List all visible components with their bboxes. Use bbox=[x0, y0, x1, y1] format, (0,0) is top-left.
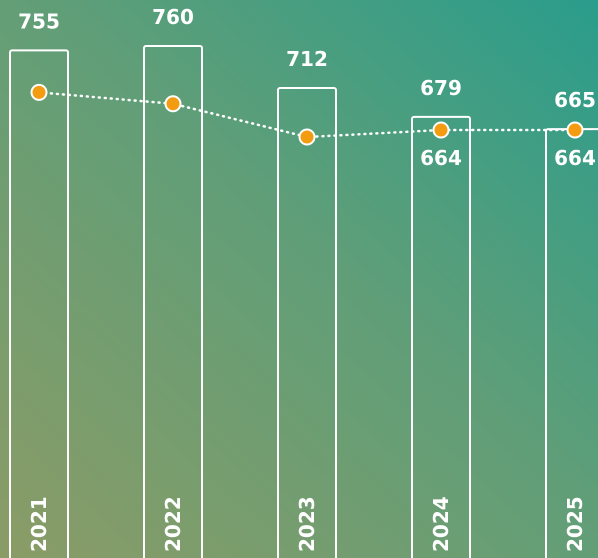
line-point bbox=[164, 95, 182, 113]
bar-value-label: 755 bbox=[18, 9, 60, 33]
x-tick-label: 2022 bbox=[161, 496, 185, 552]
x-tick-label: 2021 bbox=[27, 496, 51, 552]
x-tick-label: 2025 bbox=[563, 496, 587, 552]
bar-value-label: 712 bbox=[286, 47, 328, 71]
line-point bbox=[566, 121, 584, 139]
x-tick-label: 2024 bbox=[429, 496, 453, 552]
x-tick-label: 2023 bbox=[295, 496, 319, 552]
bar-value-label: 665 bbox=[554, 88, 596, 112]
line-point bbox=[432, 121, 450, 139]
bar-value-label: 760 bbox=[152, 5, 194, 29]
line-point bbox=[30, 83, 48, 101]
bar bbox=[9, 49, 69, 558]
bar bbox=[411, 115, 471, 558]
bar bbox=[277, 87, 337, 558]
line-value-label: 664 bbox=[554, 146, 596, 170]
line-value-label: 664 bbox=[420, 146, 462, 170]
line bbox=[37, 91, 577, 139]
bar bbox=[143, 45, 203, 558]
line-point bbox=[298, 128, 316, 146]
bar-value-label: 679 bbox=[420, 76, 462, 100]
